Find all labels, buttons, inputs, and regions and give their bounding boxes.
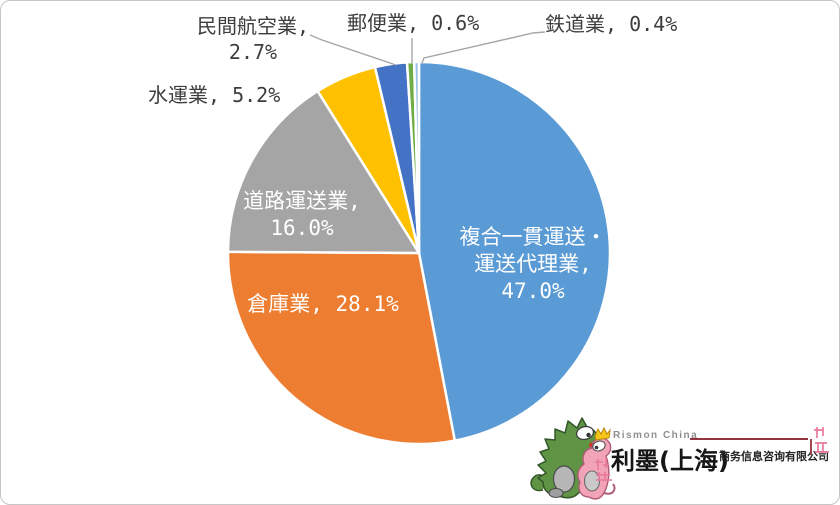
label-yubin: 郵便業, 0.6% — [347, 11, 480, 35]
hanko-seal-icon — [810, 427, 829, 455]
label-soko: 倉庫業, 28.1% — [247, 292, 399, 316]
pie-slice-2 — [226, 89, 421, 255]
pie-slice-1 — [226, 250, 457, 446]
label-doro-unso: 道路運送業, 16.0% — [243, 188, 361, 242]
label-fukugo-line3: 47.0% — [501, 279, 565, 303]
label-tetsudo: 鉄道業, 0.4% — [545, 12, 678, 36]
crown-icon — [594, 426, 611, 441]
pie-slice-6 — [412, 60, 421, 255]
label-doro-line2: 16.0% — [270, 216, 334, 240]
label-fukugo-line1: 複合一貫運送・ — [459, 225, 607, 249]
label-doro-line1: 道路運送業, — [243, 189, 361, 213]
logo-brand-en: Rismon China — [613, 430, 699, 441]
label-fukugo-ikkan: 複合一貫運送・ 運送代理業, 47.0% — [460, 224, 607, 305]
leader-lines — [309, 31, 546, 66]
label-suiun: 水運業, 5.2% — [148, 83, 281, 107]
pie-slice-0 — [417, 60, 612, 442]
logo-brand-cn: 利墨(上海) — [611, 447, 729, 475]
label-fukugo-line2: 運送代理業, — [474, 252, 592, 276]
logo-rule-line — [690, 438, 808, 440]
mascot-dinosaurs-icon — [530, 417, 616, 500]
pie-slices — [226, 60, 612, 446]
hanko-seal-small-icon — [595, 458, 612, 481]
leader-line-minkan-koku — [309, 34, 397, 66]
logo-brand-suffix: 商务信息咨询有限公司 — [719, 450, 829, 463]
label-minkan-line1: 民間航空業, — [196, 14, 310, 38]
leader-line-tetsudo — [421, 31, 546, 64]
label-minkan-koku: 民間航空業, 2.7% — [187, 13, 319, 65]
label-minkan-line2: 2.7% — [228, 40, 278, 64]
